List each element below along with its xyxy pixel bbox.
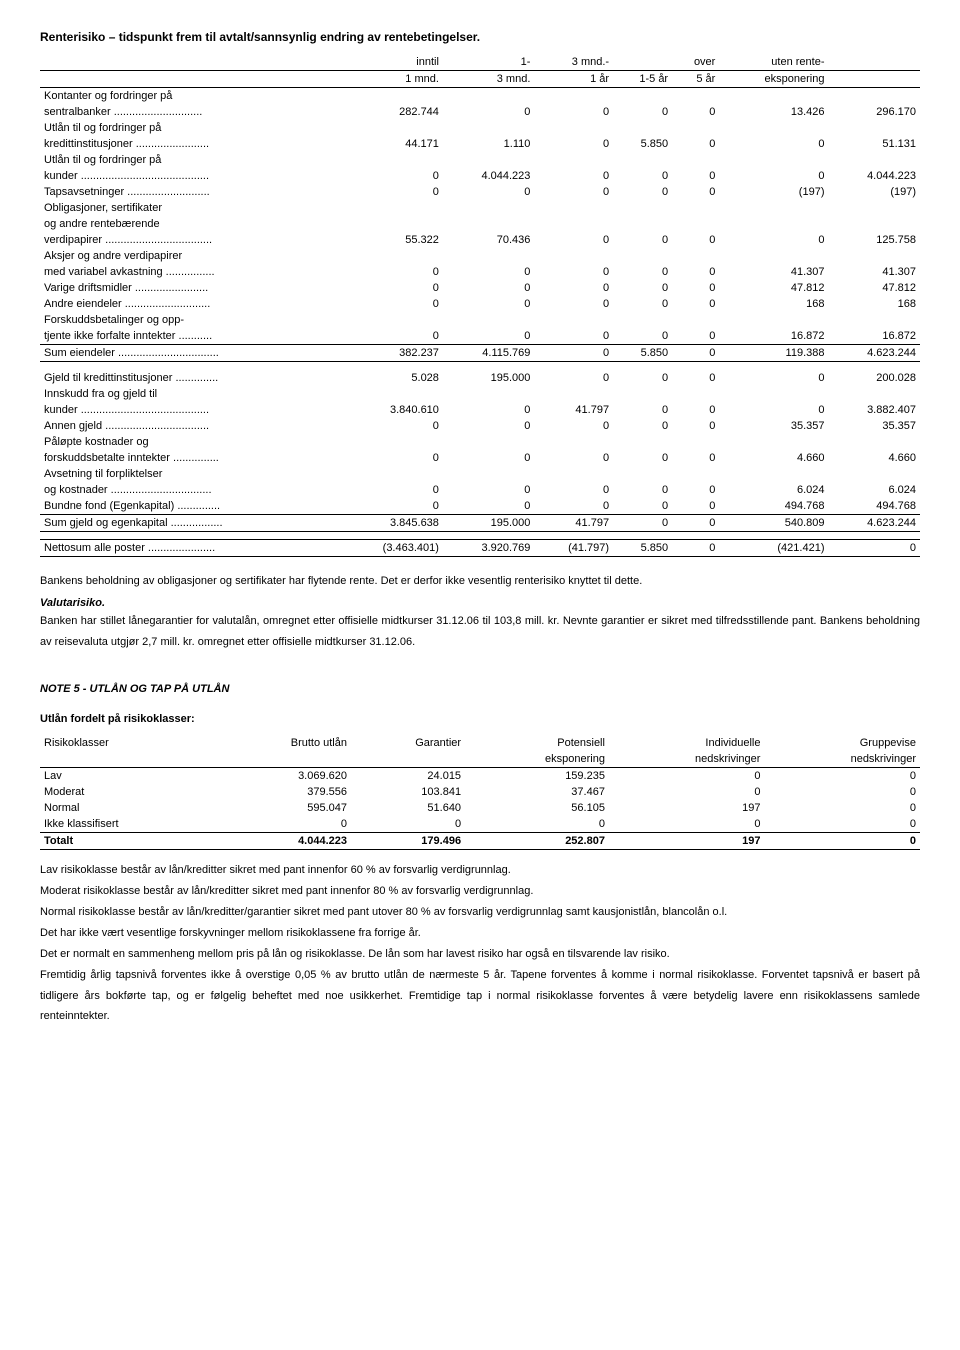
table-row: Forskuddsbetalinger og opp- xyxy=(40,312,920,328)
body-line: Det har ikke vært vesentlige forskyvning… xyxy=(40,923,920,944)
note5-title: NOTE 5 - UTLÅN OG TAP PÅ UTLÅN xyxy=(40,683,920,695)
body-line: Moderat risikoklasse består av lån/kredi… xyxy=(40,881,920,902)
risk-table: Risikoklasser Brutto utlån Garantier Pot… xyxy=(40,735,920,850)
body-line: Normal risikoklasse består av lån/kredit… xyxy=(40,902,920,923)
table-row: Sum gjeld og egenkapital ...............… xyxy=(40,514,920,531)
table-row: og kostnader ...........................… xyxy=(40,482,920,498)
table-row: kunder .................................… xyxy=(40,402,920,418)
table-row: Nettosum alle poster ...................… xyxy=(40,539,920,556)
table-row: med variabel avkastning ................… xyxy=(40,264,920,280)
table-row: Normal595.04751.64056.1051970 xyxy=(40,800,920,816)
table-row: Aksjer og andre verdipapirer xyxy=(40,248,920,264)
valuta-heading: Valutarisiko. xyxy=(40,597,920,609)
table-row: Kontanter og fordringer på xyxy=(40,88,920,105)
table-row: Obligasjoner, sertifikater xyxy=(40,200,920,216)
table-row: tjente ikke forfalte inntekter .........… xyxy=(40,328,920,345)
paragraph-rente: Bankens beholdning av obligasjoner og se… xyxy=(40,571,920,592)
table-row: forskuddsbetalte inntekter .............… xyxy=(40,450,920,466)
table-row: Bundne fond (Egenkapital) ..............… xyxy=(40,498,920,515)
table-row: verdipapirer ...........................… xyxy=(40,232,920,248)
table-row: Påløpte kostnader og xyxy=(40,434,920,450)
body-text: Lav risikoklasse består av lån/kreditter… xyxy=(40,860,920,1027)
table-row: Innskudd fra og gjeld til xyxy=(40,386,920,402)
table-row: Varige driftsmidler ....................… xyxy=(40,280,920,296)
table-row: Totalt4.044.223179.496252.8071970 xyxy=(40,833,920,850)
body-line: Lav risikoklasse består av lån/kreditter… xyxy=(40,860,920,881)
page-title: Renterisiko – tidspunkt frem til avtalt/… xyxy=(40,30,920,44)
table-row: Utlån til og fordringer på xyxy=(40,152,920,168)
interest-risk-table: inntil 1- 3 mnd.- over uten rente- 1 mnd… xyxy=(40,54,920,557)
table-row: Avsetning til forpliktelser xyxy=(40,466,920,482)
risk-heading: Utlån fordelt på risikoklasser: xyxy=(40,713,920,725)
table-row: kredittinstitusjoner ...................… xyxy=(40,136,920,152)
table-row: Tapsavsetninger ........................… xyxy=(40,184,920,200)
table-row: Andre eiendeler ........................… xyxy=(40,296,920,312)
table-row: Ikke klassifisert00000 xyxy=(40,816,920,833)
table-row: og andre rentebærende xyxy=(40,216,920,232)
table-row: kunder .................................… xyxy=(40,168,920,184)
table-row: Utlån til og fordringer på xyxy=(40,120,920,136)
table-row: sentralbanker ..........................… xyxy=(40,104,920,120)
table-row: Annen gjeld ............................… xyxy=(40,418,920,434)
paragraph-valuta: Banken har stillet lånegarantier for val… xyxy=(40,611,920,653)
table-row: Sum eiendeler ..........................… xyxy=(40,345,920,362)
table-row: Gjeld til kredittinstitusjoner .........… xyxy=(40,370,920,386)
body-line: Det er normalt en sammenheng mellom pris… xyxy=(40,944,920,965)
table-row: Moderat379.556103.84137.46700 xyxy=(40,784,920,800)
body-line: Fremtidig årlig tapsnivå forventes ikke … xyxy=(40,965,920,1028)
table-row: Lav3.069.62024.015159.23500 xyxy=(40,768,920,785)
